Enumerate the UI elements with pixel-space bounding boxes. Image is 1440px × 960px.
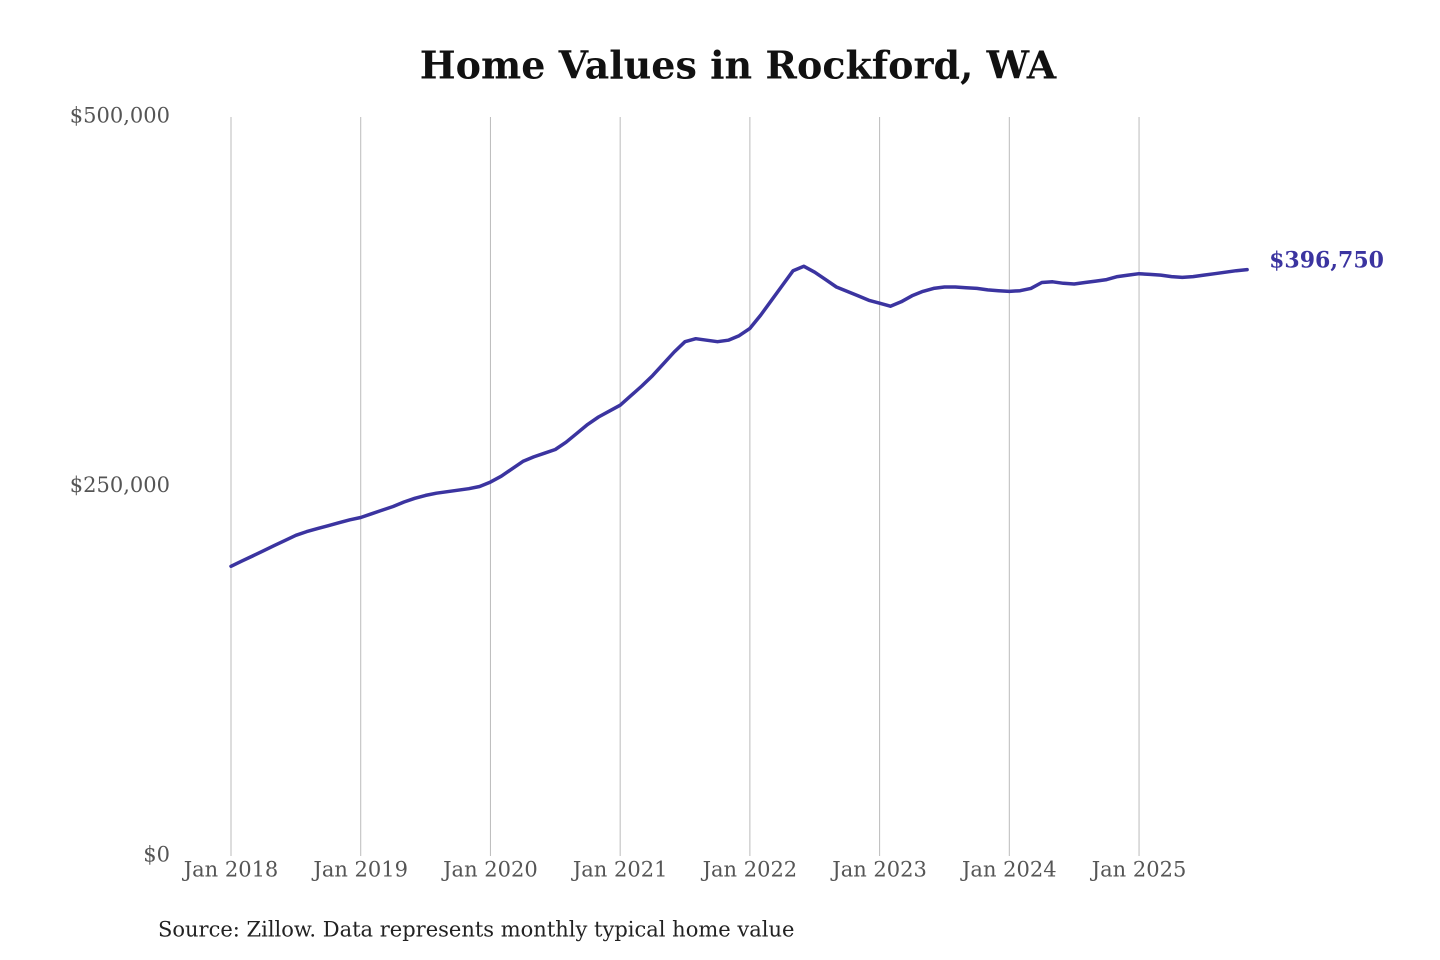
x-tick-label: Jan 2025: [1090, 858, 1187, 882]
y-tick-label: $500,000: [70, 104, 170, 128]
line: [229, 264, 1249, 569]
x-tick-label: Jan 2022: [701, 858, 798, 882]
y-tick-label: $250,000: [70, 473, 170, 497]
value-label: $396,750: [1269, 248, 1384, 274]
x-tick-label: Jan 2019: [311, 858, 408, 882]
x-tick-label: Jan 2024: [960, 858, 1057, 882]
y-tick-label: $0: [143, 843, 170, 867]
x-tick-label: Jan 2021: [571, 858, 668, 882]
source-note: Source: Zillow. Data represents monthly …: [158, 918, 794, 942]
x-tick-label: Jan 2020: [441, 858, 538, 882]
x-tick-label: Jan 2023: [830, 858, 927, 882]
chart-title: Home Values in Rockford, WA: [420, 43, 1057, 88]
x-tick-label: Jan 2018: [182, 858, 279, 882]
